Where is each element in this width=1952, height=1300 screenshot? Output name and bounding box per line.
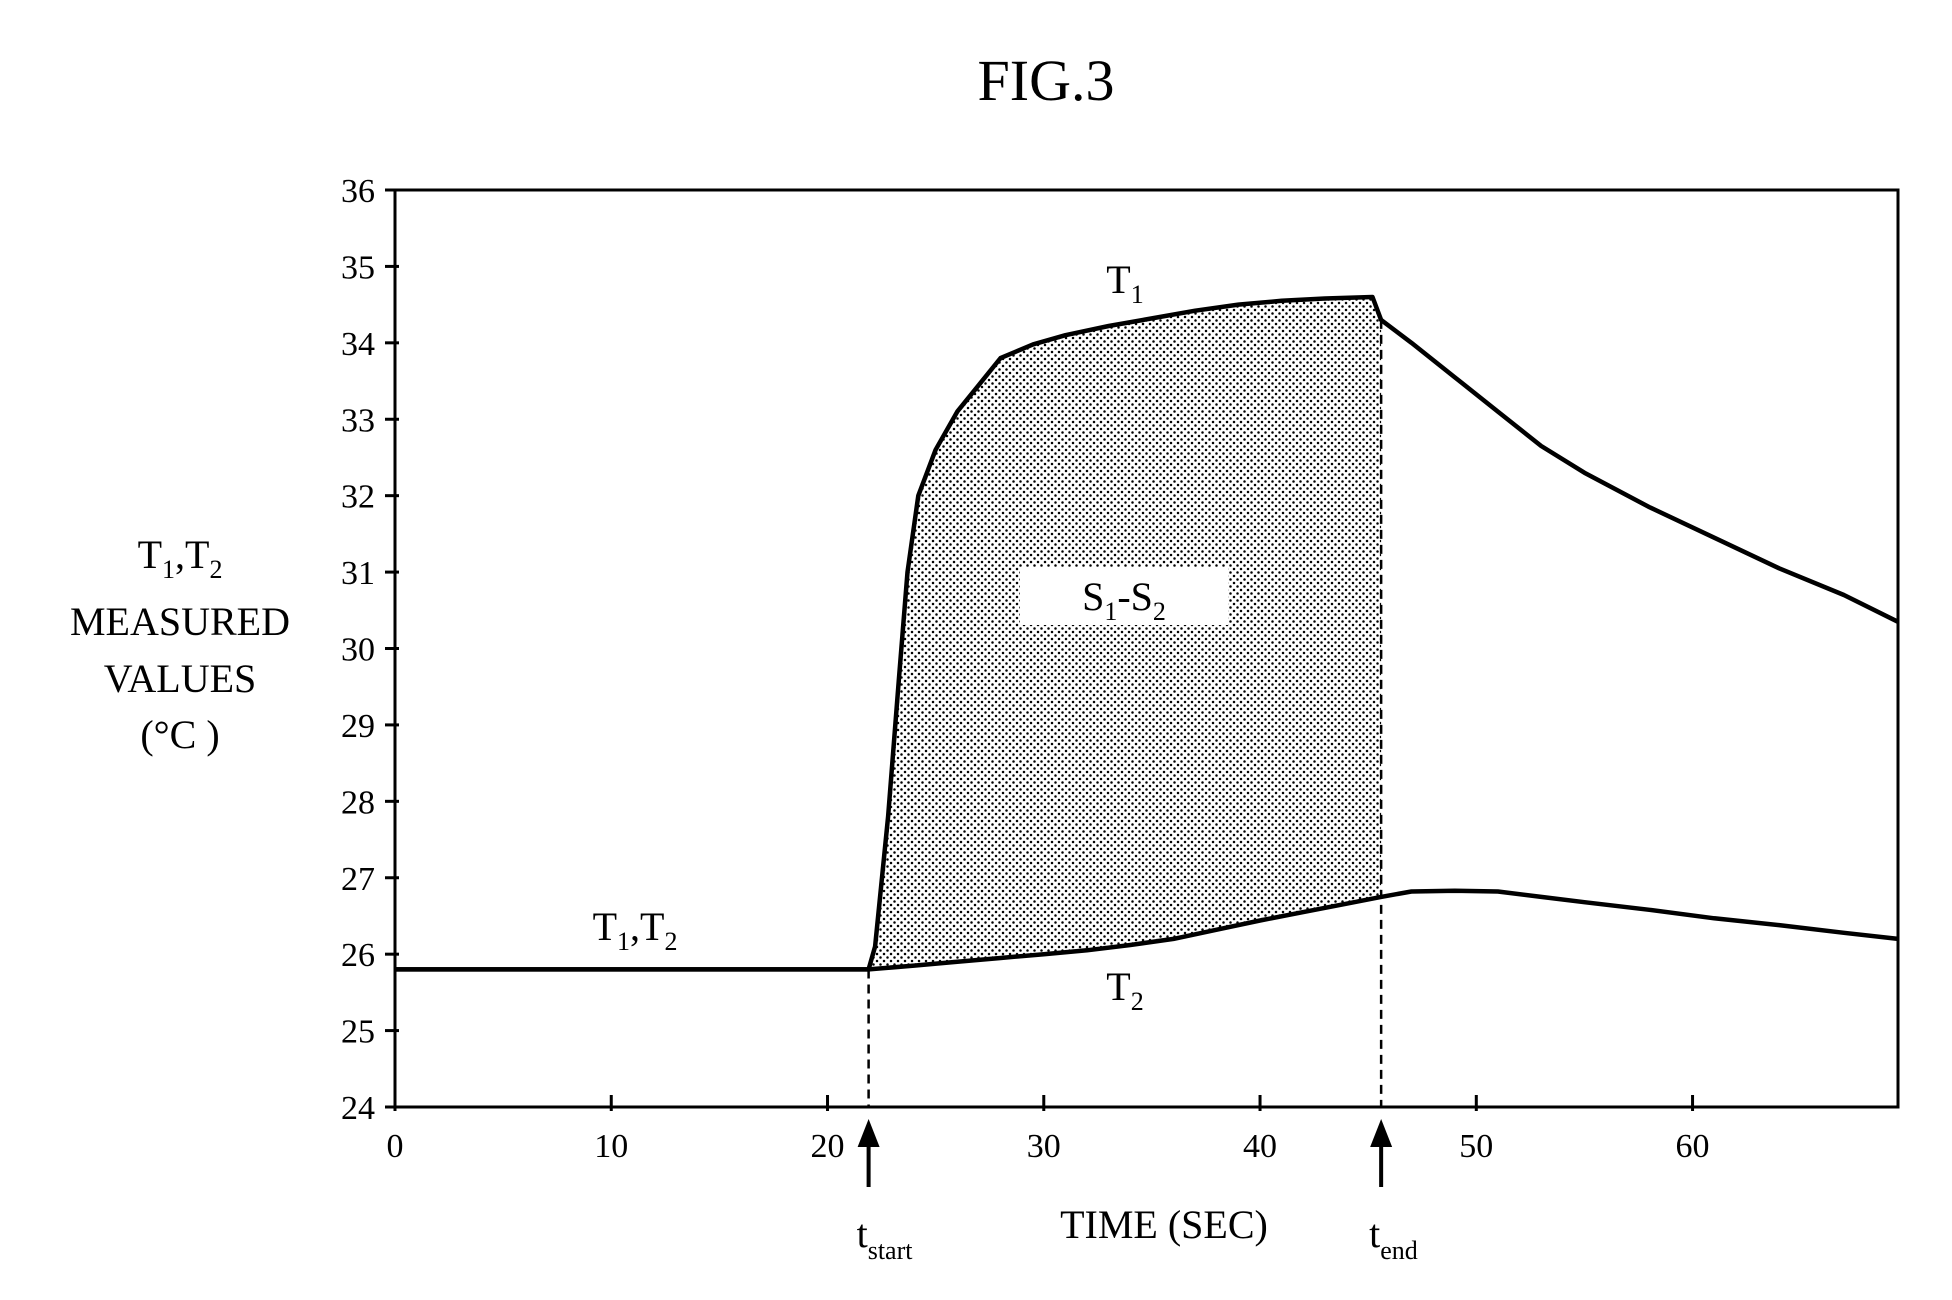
annotation-t2-main1: T bbox=[1106, 964, 1130, 1009]
annotation-t1t2: T1,T2 bbox=[593, 904, 678, 956]
y-axis-label-line1-sep: ,T bbox=[175, 532, 209, 577]
x-axis-label: TIME (SEC) bbox=[1060, 1202, 1268, 1247]
region-label-sub1: 1 bbox=[1104, 597, 1117, 626]
y-tick-label: 35 bbox=[341, 249, 375, 286]
annotation-t2-sub1: 2 bbox=[1131, 987, 1144, 1016]
shaded-region-s1-s2 bbox=[869, 297, 1382, 969]
y-tick-label: 27 bbox=[341, 861, 375, 898]
figure-title: FIG.3 bbox=[978, 48, 1115, 113]
y-tick-label: 33 bbox=[341, 402, 375, 439]
annotation-t1-main1: T bbox=[1106, 257, 1130, 302]
y-tick-label: 24 bbox=[341, 1090, 375, 1127]
y-tick-label: 36 bbox=[341, 173, 375, 210]
y-axis-label-line3: VALUES bbox=[104, 656, 257, 701]
y-tick-label: 30 bbox=[341, 632, 375, 669]
x-tick-label: 10 bbox=[594, 1128, 628, 1165]
x-tick-label: 40 bbox=[1243, 1128, 1277, 1165]
annotation-t2: T2 bbox=[1106, 964, 1143, 1016]
marker-arrow-head-start bbox=[858, 1119, 880, 1147]
y-axis-label-line1-main: T bbox=[138, 532, 162, 577]
y-tick-label: 32 bbox=[341, 479, 375, 516]
y-axis-ticks: 24 25 26 27 28 29 30 31 32 33 34 35 36 bbox=[341, 173, 399, 1127]
y-tick-label: 26 bbox=[341, 937, 375, 974]
y-tick-label: 29 bbox=[341, 708, 375, 745]
marker-label-start: tstart bbox=[857, 1211, 914, 1265]
y-axis-label-line4: (°C ) bbox=[140, 712, 219, 757]
annotation-t1t2-sub1: 1 bbox=[617, 927, 630, 956]
y-tick-label: 31 bbox=[341, 555, 375, 592]
x-tick-label: 20 bbox=[811, 1128, 845, 1165]
region-label-sub2: 2 bbox=[1153, 597, 1166, 626]
marker-label-main: t bbox=[857, 1211, 868, 1256]
y-tick-label: 28 bbox=[341, 784, 375, 821]
y-axis-label-line1-sub2: 2 bbox=[209, 555, 222, 584]
marker-label-sub: end bbox=[1380, 1236, 1418, 1265]
region-label-sep: -S bbox=[1117, 574, 1153, 619]
annotation-t1-sub1: 1 bbox=[1131, 280, 1144, 309]
y-axis-label-line1-sub1: 1 bbox=[162, 555, 175, 584]
annotation-t1t2-sub2: 2 bbox=[664, 927, 677, 956]
x-tick-label: 30 bbox=[1027, 1128, 1061, 1165]
marker-label-main: t bbox=[1369, 1211, 1380, 1256]
x-tick-label: 50 bbox=[1459, 1128, 1493, 1165]
shaded-region-layer bbox=[869, 297, 1382, 969]
y-axis-label: T1,T2 MEASURED VALUES (°C ) bbox=[70, 532, 290, 757]
y-tick-label: 25 bbox=[341, 1014, 375, 1051]
marker-label-end: tend bbox=[1369, 1211, 1418, 1265]
y-axis-label-line1: T1,T2 bbox=[138, 532, 223, 584]
annotation-t1: T1 bbox=[1106, 257, 1143, 309]
x-tick-label: 60 bbox=[1676, 1128, 1710, 1165]
annotation-t1t2-main1: T bbox=[593, 904, 617, 949]
marker-arrow-head-end bbox=[1370, 1119, 1392, 1147]
marker-label-sub: start bbox=[868, 1236, 914, 1265]
region-label-main1: S bbox=[1082, 574, 1104, 619]
y-tick-label: 34 bbox=[341, 326, 375, 363]
x-tick-label: 0 bbox=[387, 1128, 404, 1165]
y-axis-label-line2: MEASURED bbox=[70, 599, 290, 644]
annotation-t1t2-sep: ,T bbox=[630, 904, 664, 949]
